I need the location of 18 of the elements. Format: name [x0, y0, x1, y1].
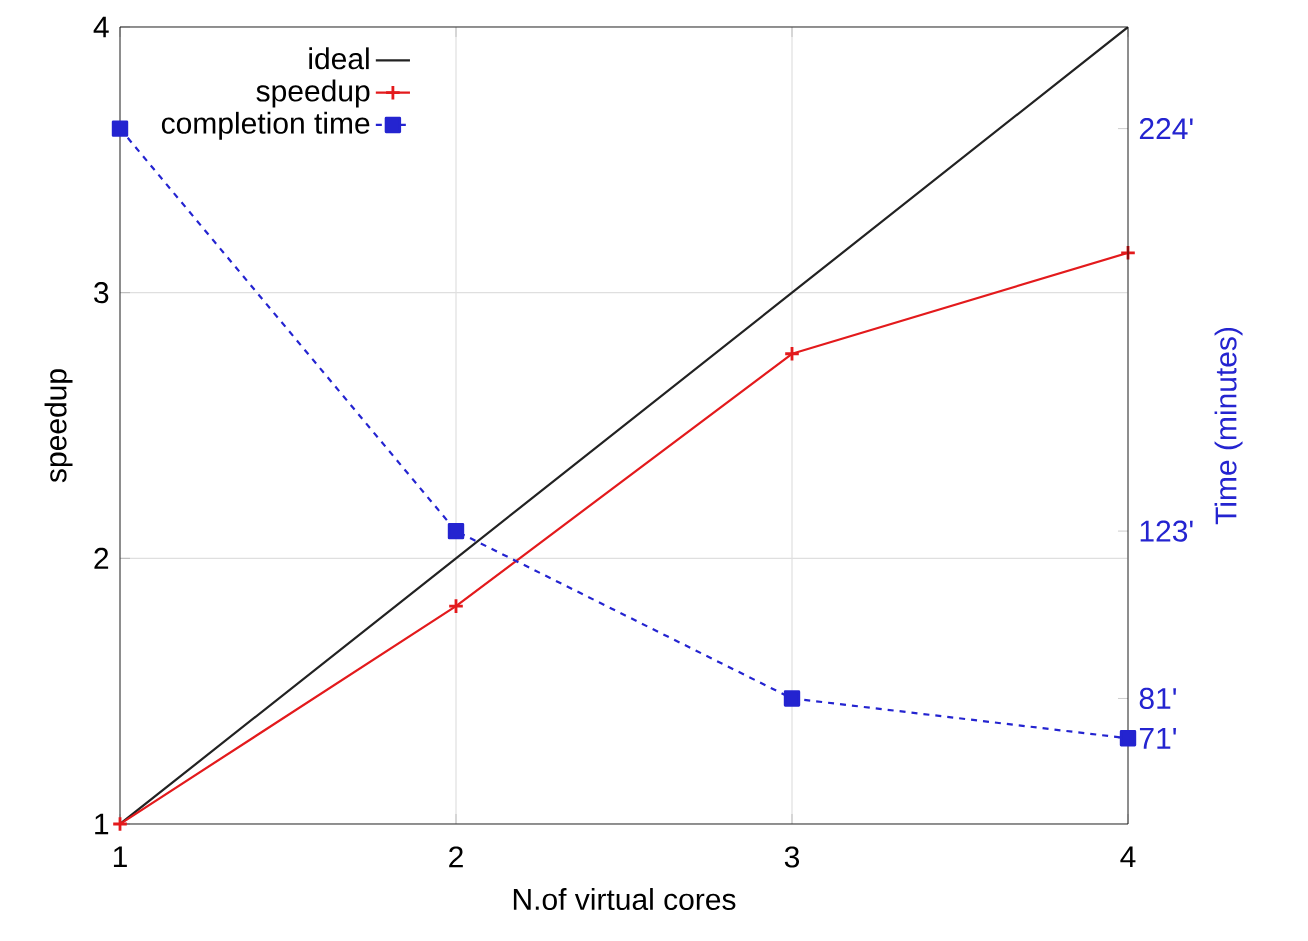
y2-tick-label: 123' — [1140, 520, 1193, 542]
y2-axis-title: Time (minutes) — [1214, 327, 1243, 525]
x-axis-title: N.of virtual cores — [513, 888, 736, 911]
legend-label: ideal — [309, 47, 369, 70]
legend-label: speedup — [256, 79, 370, 108]
y2-tick-label: 71' — [1139, 727, 1176, 749]
y-tick-label: 4 — [93, 16, 109, 38]
y2-tick-label: 81' — [1139, 687, 1176, 710]
x-tick-label: 4 — [1120, 846, 1136, 868]
x-tick-label: 1 — [113, 846, 127, 868]
y-tick-label: 2 — [94, 547, 109, 569]
legend-label: completion time — [161, 111, 370, 140]
y-tick-label: 3 — [94, 282, 109, 304]
x-tick-label: 2 — [449, 846, 463, 868]
x-tick-label: 3 — [784, 846, 800, 868]
y-tick-label: 1 — [95, 813, 109, 835]
y2-tick-label: 224' — [1139, 118, 1193, 140]
y-axis-title: speedup — [44, 369, 73, 483]
